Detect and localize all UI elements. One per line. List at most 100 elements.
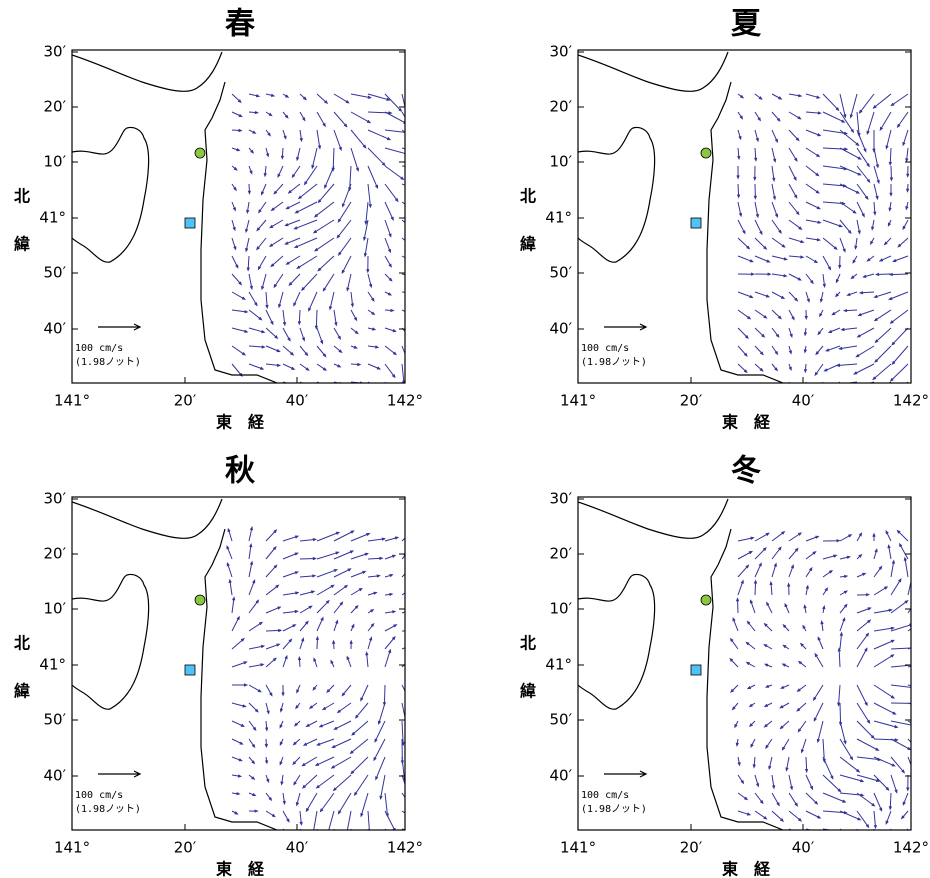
vector-arrow [401, 345, 405, 355]
vector-arrow [231, 93, 242, 104]
vector-arrow [879, 111, 892, 132]
scale-label: (1.98ノット) [75, 357, 141, 368]
vector-arrow [261, 273, 267, 291]
vector-arrow [248, 720, 257, 732]
vector-arrow [265, 564, 278, 578]
vector-arrow [248, 93, 261, 98]
map-frame [71, 49, 406, 384]
vector-arrow [248, 579, 256, 596]
vector-arrow [820, 620, 824, 632]
vector-arrow [299, 637, 305, 650]
vector-arrow [265, 345, 281, 353]
vector-arrow [729, 637, 739, 650]
vector-arrow [231, 237, 237, 251]
vector-arrow [401, 592, 405, 596]
vector-arrow [822, 237, 838, 251]
vector-arrow [779, 702, 790, 709]
vector-arrow [367, 810, 370, 830]
vector-arrow [822, 219, 844, 228]
vector-arrow [745, 641, 756, 650]
vector-arrow [231, 720, 245, 727]
vector-arrow [771, 291, 786, 300]
vector-arrow [737, 774, 745, 785]
vector-arrow [745, 661, 756, 668]
vector-arrow [839, 738, 854, 761]
vector-arrow [337, 792, 352, 815]
vector-arrow [384, 219, 392, 238]
vector-arrow [819, 309, 824, 318]
vector-arrow [384, 592, 394, 597]
vector-arrow [737, 291, 754, 298]
vector-arrow [837, 647, 841, 668]
vector-arrow [737, 147, 741, 161]
vector-arrow [316, 129, 322, 150]
vector-arrow [384, 201, 394, 221]
vector-arrow [812, 684, 824, 702]
vector-arrow [293, 291, 301, 307]
vector-arrow [753, 165, 757, 182]
vector-arrow [384, 648, 392, 668]
vector-arrow [401, 537, 405, 542]
vector-arrow [858, 93, 875, 114]
vector-arrow [885, 810, 892, 825]
vector-arrow [231, 128, 243, 133]
vector-arrow [299, 620, 309, 632]
y-tick-label: 20′ [44, 98, 67, 116]
y-tick-label: 50′ [44, 711, 67, 729]
vector-arrow [788, 309, 795, 321]
vector-arrow [270, 255, 284, 268]
y-axis-label: 緯 [520, 235, 536, 254]
vector-arrow [837, 381, 841, 383]
vector-arrow [748, 702, 756, 708]
vector-arrow [788, 201, 800, 216]
vector-arrow [379, 774, 386, 800]
vector-arrow [248, 560, 254, 578]
vector-arrow [771, 165, 776, 182]
vector-arrow [839, 183, 861, 194]
vector-arrow [856, 702, 871, 724]
vector-arrow [852, 255, 858, 264]
vector-arrow [896, 529, 909, 542]
vector-arrow [890, 774, 898, 794]
vector-arrow [771, 363, 779, 372]
vector-arrow [384, 363, 396, 379]
vector-arrow [799, 642, 807, 650]
vector-arrow [248, 684, 262, 693]
vector-arrow [856, 165, 871, 184]
vector-arrow [782, 623, 790, 632]
y-axis-label: 北 [14, 187, 30, 206]
vector-arrow [873, 608, 893, 614]
vector-arrow [873, 147, 879, 169]
vector-arrow [737, 550, 754, 560]
vector-arrow [350, 623, 355, 632]
vector-arrow [888, 792, 892, 811]
vector-arrow [305, 720, 318, 728]
vector-arrow [308, 291, 318, 312]
station-square [184, 217, 196, 229]
scale-arrow [98, 770, 142, 778]
vector-arrow [367, 93, 391, 101]
vector-arrow [264, 756, 269, 765]
vector-arrow [279, 720, 284, 729]
vector-arrow [297, 309, 302, 326]
vector-arrow [749, 599, 756, 614]
y-tick-label: 41° [39, 656, 66, 674]
vector-arrow [839, 201, 857, 214]
vector-arrow [805, 584, 809, 596]
vector-arrow [872, 93, 892, 109]
vector-arrow [316, 569, 339, 578]
vector-arrow [363, 219, 369, 242]
vector-arrow [265, 792, 273, 802]
vector-arrow [248, 309, 263, 321]
map-frame [71, 496, 406, 831]
vector-arrow [788, 237, 805, 244]
vector-arrow [731, 702, 739, 711]
vector-arrow [735, 738, 739, 747]
vector-arrow [788, 810, 803, 822]
vector-arrow [788, 165, 797, 182]
vector-arrow [231, 774, 243, 778]
vector-arrow [906, 774, 910, 792]
vector-arrow [788, 564, 794, 578]
vector-arrow [822, 554, 838, 560]
vector-arrow [231, 147, 241, 152]
